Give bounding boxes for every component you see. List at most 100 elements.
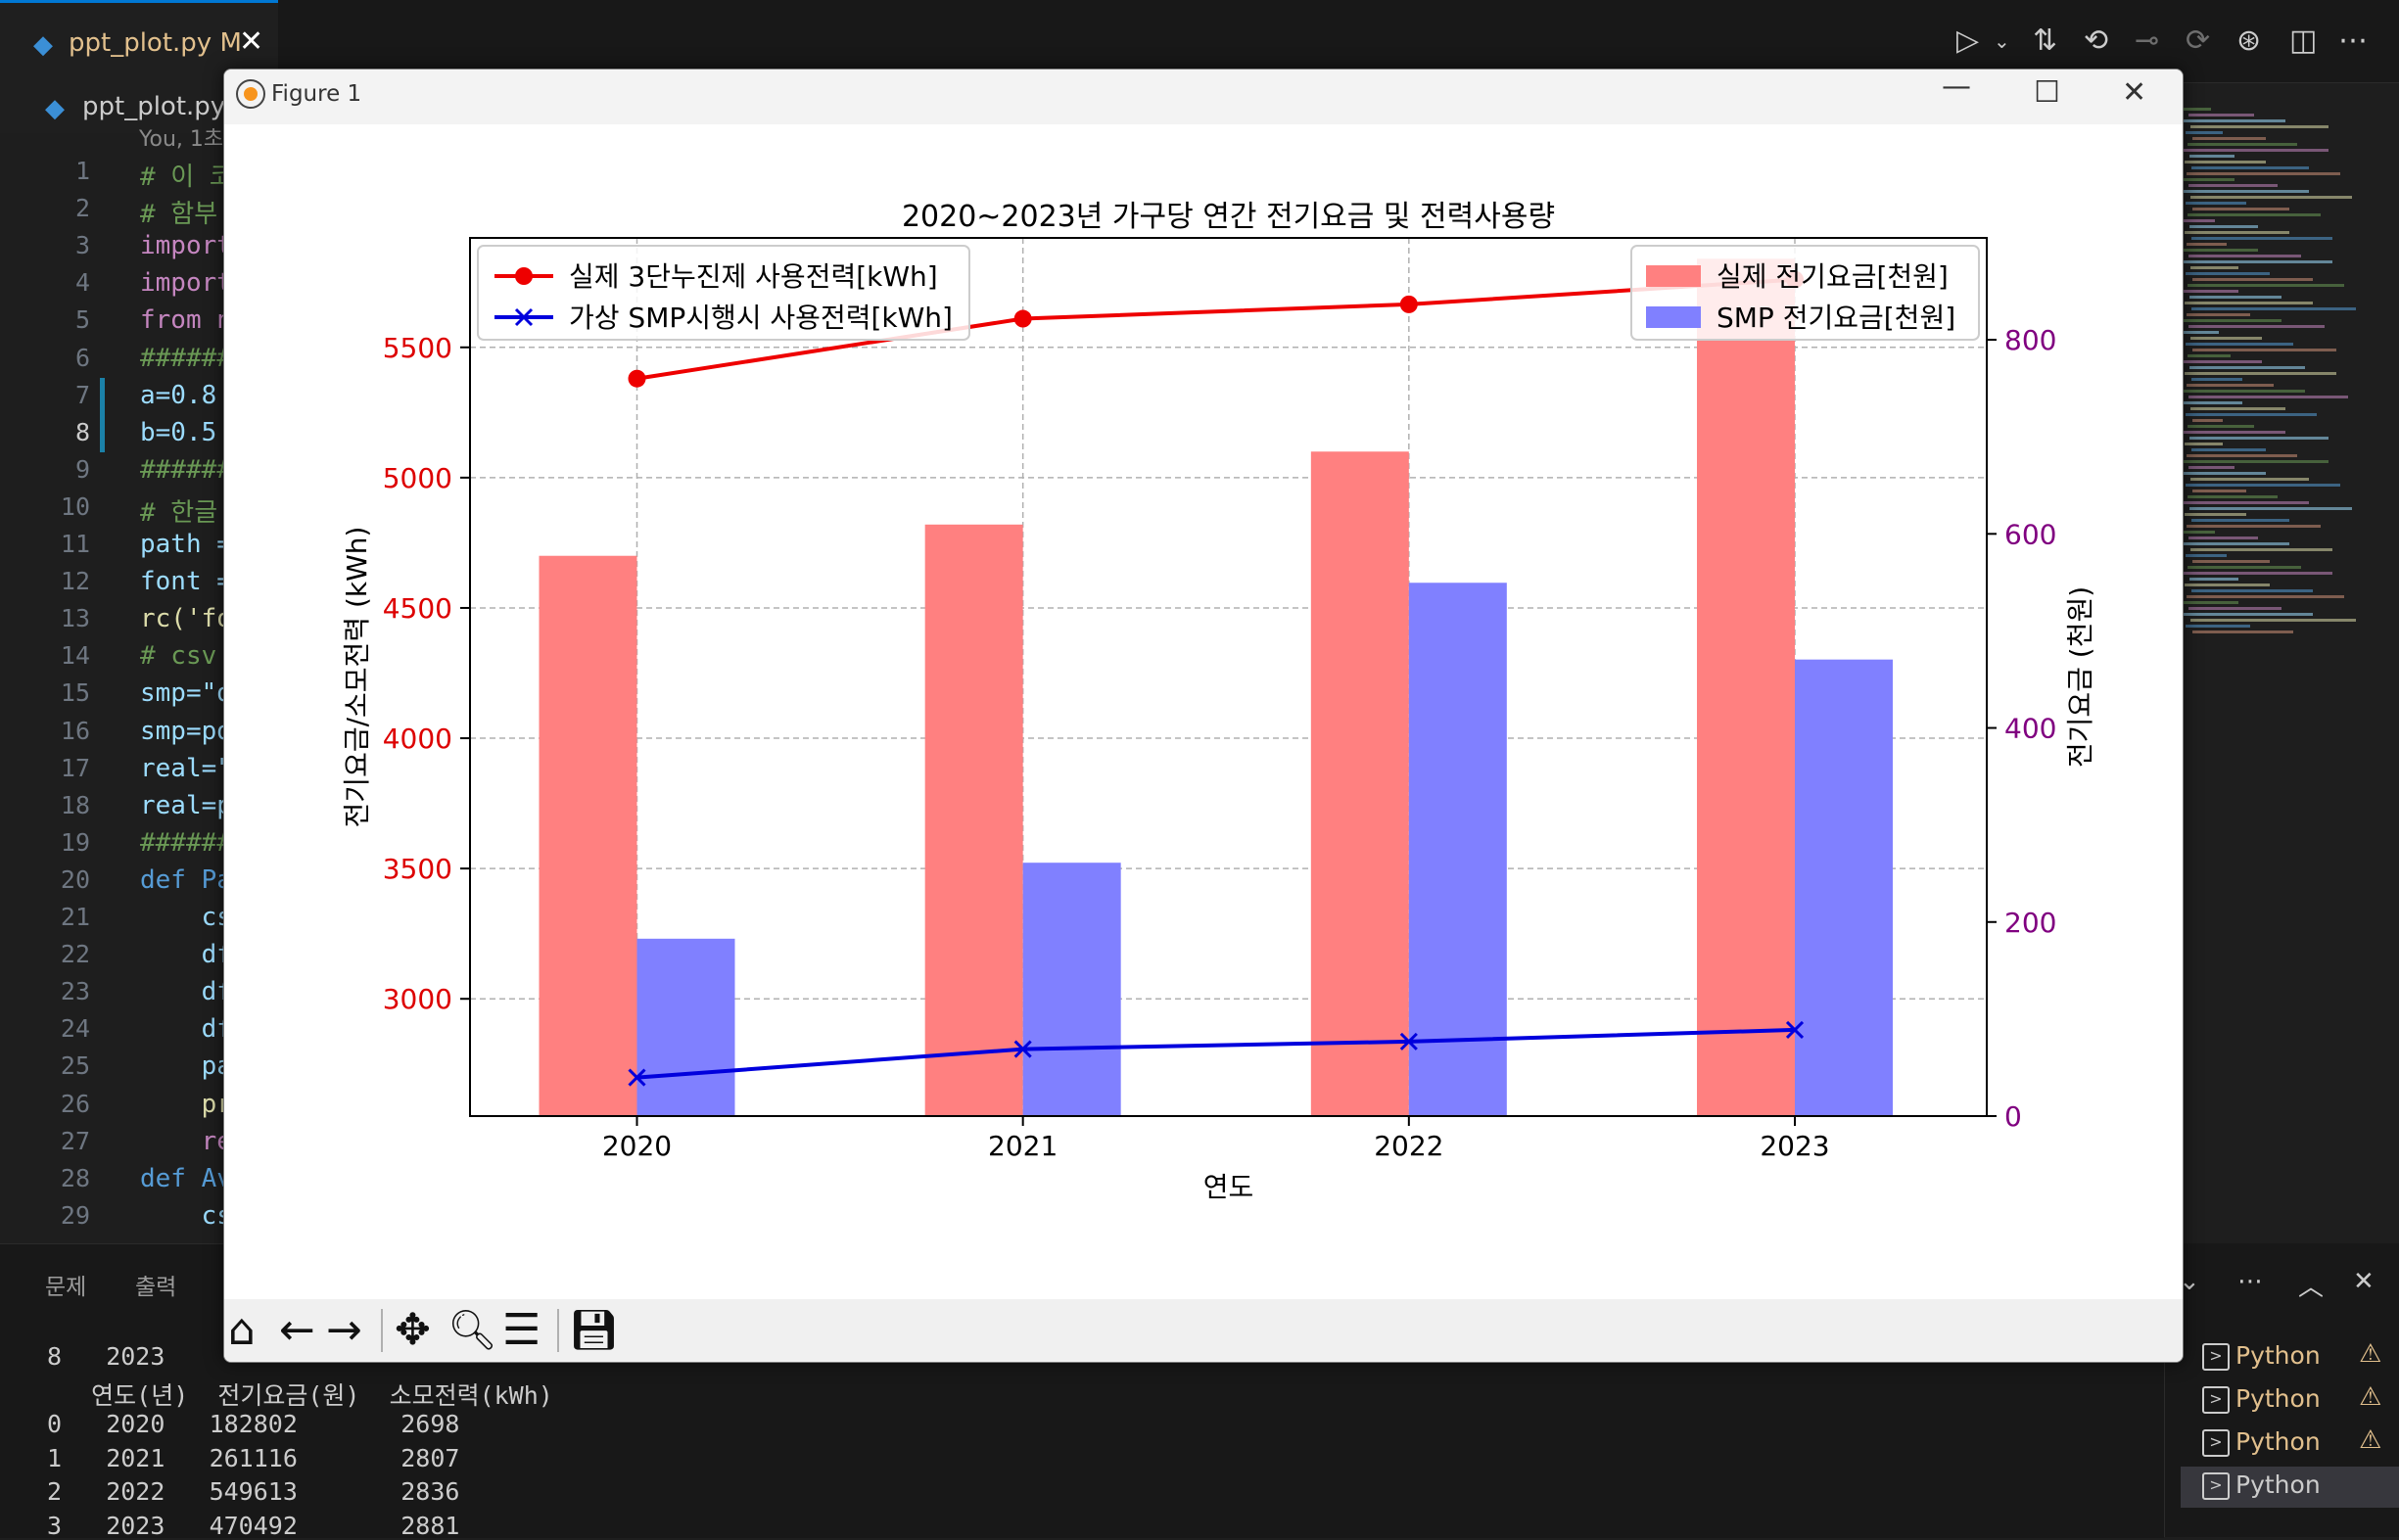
tick-label-right: 400 xyxy=(2004,713,2056,745)
close-panel-icon[interactable]: ✕ xyxy=(2353,1267,2375,1296)
code-line: re xyxy=(140,1126,232,1156)
minimap-line xyxy=(2184,542,2289,545)
timeline-forward-icon[interactable]: ⟳ xyxy=(2186,23,2211,58)
more-actions-icon[interactable]: ⋯ xyxy=(2338,23,2368,58)
minimap-line xyxy=(2192,208,2289,210)
line-number: 27 xyxy=(60,1126,90,1155)
bars xyxy=(539,258,1893,1117)
minimize-icon[interactable]: — xyxy=(1942,70,1971,104)
minimap-line xyxy=(2188,184,2278,187)
code-line: ###### xyxy=(140,343,232,373)
legend-bars: 실제 전기요금[천원] SMP 전기요금[천원] xyxy=(1630,245,1980,341)
terminal-item[interactable]: > Python ⚠ xyxy=(2181,1337,2399,1378)
minimap-line xyxy=(2186,484,2340,487)
minimap-line xyxy=(2191,378,2242,381)
bar-real-2020 xyxy=(539,555,637,1116)
line-number: 29 xyxy=(60,1200,90,1230)
warning-icon: ⚠ xyxy=(2359,1382,2382,1412)
minimap-line xyxy=(2191,519,2289,522)
terminal-item[interactable]: > Python ⚠ xyxy=(2181,1423,2399,1465)
panel-more-icon[interactable]: ⋯ xyxy=(2237,1267,2263,1296)
maximize-icon[interactable]: ☐ xyxy=(2034,75,2060,110)
run-dropdown-icon[interactable]: ⌄ xyxy=(1994,29,2010,53)
terminal-icon: > xyxy=(2202,1343,2230,1371)
panel-dropdown-icon[interactable]: ⌄ xyxy=(2179,1267,2200,1296)
close-tab-icon[interactable]: ✕ xyxy=(239,24,264,59)
tick-label-left: 5000 xyxy=(383,462,452,494)
terminal-item[interactable]: > Python xyxy=(2181,1467,2399,1508)
plot-frame xyxy=(469,237,1988,1117)
minimap-line xyxy=(2191,589,2313,592)
graph-icon[interactable]: ⊛ xyxy=(2236,23,2262,58)
python-file-icon: ◆ xyxy=(45,94,65,123)
minimap-line xyxy=(2183,360,2262,363)
minimap-line xyxy=(2186,131,2223,134)
legend-swatch xyxy=(1646,265,1701,287)
minimap-line xyxy=(2190,407,2285,410)
minimap-line xyxy=(2189,296,2281,299)
zoom-icon[interactable]: 🔍︎ xyxy=(447,1308,497,1353)
save-icon[interactable]: 💾︎ xyxy=(569,1308,619,1353)
minimap-line xyxy=(2189,507,2352,510)
minimap-line xyxy=(2186,343,2293,346)
minimap-line xyxy=(2189,366,2305,369)
y-axis-label-left: 전기요금/소모전력 (kWh) xyxy=(341,527,373,828)
minimap[interactable] xyxy=(2182,108,2377,656)
warning-icon: ⚠ xyxy=(2359,1339,2382,1369)
code-line: # 함부 xyxy=(140,200,218,230)
bar-smp-2022 xyxy=(1408,583,1507,1116)
close-window-icon[interactable]: ✕ xyxy=(2122,75,2147,110)
terminal-label: Python xyxy=(2235,1427,2321,1456)
maximize-panel-icon[interactable]: ︿ xyxy=(2298,1273,2325,1302)
legend-item: 실제 전기요금[천원] xyxy=(1646,260,1949,293)
tab-problems[interactable]: 문제 xyxy=(45,1275,87,1300)
minimap-line xyxy=(2187,566,2301,569)
line-number: 16 xyxy=(60,716,90,745)
figure-canvas[interactable]: 3000 3500 4000 4500 5000 5500 0 200 400 600 800 202… xyxy=(224,124,2183,1299)
minimap-line xyxy=(2190,619,2356,622)
source-control-icon[interactable]: ⇅ xyxy=(2033,23,2058,58)
minimap-line xyxy=(2186,413,2317,416)
code-line: pr xyxy=(140,1089,232,1119)
timeline-back-icon[interactable]: ⟲ xyxy=(2084,23,2109,58)
code-line: import xyxy=(140,231,232,261)
minimap-line xyxy=(2186,272,2270,275)
configure-icon[interactable]: ☰ xyxy=(502,1305,541,1355)
terminal-item[interactable]: > Python ⚠ xyxy=(2181,1380,2399,1422)
bar-real-2021 xyxy=(924,524,1023,1116)
run-icon[interactable]: ▷ xyxy=(1956,23,1980,58)
tick-label-right: 0 xyxy=(2004,1100,2022,1133)
code-line: df xyxy=(140,940,232,970)
back-icon[interactable]: ← xyxy=(279,1305,315,1355)
code-line: font = xyxy=(140,567,232,597)
line-number: 20 xyxy=(60,864,90,894)
minimap-line xyxy=(2186,554,2227,557)
axes: 3000 3500 4000 4500 5000 5500 0 200 400 600 800 202… xyxy=(383,324,2057,1162)
minimap-line xyxy=(2191,166,2309,169)
timeline-commit-icon[interactable]: ⊸ xyxy=(2135,23,2160,58)
toolbar-separator xyxy=(557,1309,559,1352)
tab-output[interactable]: 출력 xyxy=(135,1275,177,1300)
code-line: smp=pd xyxy=(140,716,232,746)
minimap-line xyxy=(2190,337,2262,340)
minimap-line xyxy=(2192,630,2293,633)
point-smp-2021 xyxy=(1013,1040,1032,1058)
line-number: 9 xyxy=(74,454,90,484)
split-editor-icon[interactable]: ◫ xyxy=(2289,23,2318,58)
y-axis-label-right: 전기요금 (천원) xyxy=(2064,586,2096,768)
minimap-line xyxy=(2188,325,2325,328)
minimap-line xyxy=(2192,278,2313,281)
forward-icon[interactable]: → xyxy=(326,1305,362,1355)
breadcrumb-file[interactable]: ppt_plot.py xyxy=(82,92,226,121)
minimap-line xyxy=(2187,143,2297,146)
legend-item: SMP 전기요금[천원] xyxy=(1646,302,1955,334)
minimap-line xyxy=(2192,419,2223,422)
minimap-line xyxy=(2185,372,2336,375)
minimap-line xyxy=(2183,290,2238,293)
home-icon[interactable]: ⌂ xyxy=(228,1305,256,1355)
line-number: 4 xyxy=(74,268,90,298)
pan-icon[interactable]: ✥ xyxy=(395,1305,431,1355)
minimap-line xyxy=(2187,284,2344,287)
tick-label-right: 800 xyxy=(2004,324,2056,356)
minimap-line xyxy=(2187,495,2278,498)
